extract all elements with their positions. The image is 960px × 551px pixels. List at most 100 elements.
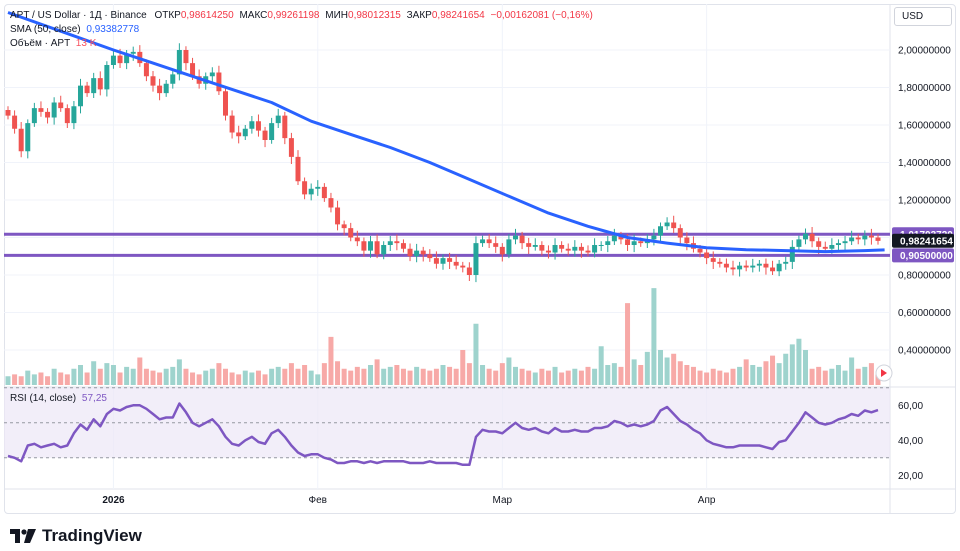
volume-bar [302,365,308,385]
candle-body [513,235,518,240]
volume-bar [282,368,288,385]
volume-tick-label: 0,60000000 [898,308,951,319]
volume-bar [631,359,637,385]
candle-body [499,246,505,255]
symbol-legend: APT / US Dollar · 1Д · Binance ОТКР0,986… [10,10,593,21]
symbol-name[interactable]: APT / US Dollar [10,10,81,21]
close-value: 0,98241654 [431,10,485,21]
volume-bar [91,361,97,385]
chart-frame[interactable] [4,4,956,514]
candle-body [163,83,169,94]
currency-button[interactable]: USD [894,7,952,26]
candle-body [368,241,373,251]
volume-bar [684,365,690,385]
volume-bar [97,368,103,385]
candle-body [315,186,321,189]
candle-body [598,245,604,246]
candle-body [223,91,228,116]
candle-body [78,85,83,107]
candle-body [526,243,532,247]
candle-body [130,51,136,54]
candle-body [717,261,723,264]
volume-bar [460,350,466,385]
candle-body [756,263,762,266]
candle-body [559,245,565,249]
volume-bar [572,368,578,385]
volume-bar [651,288,657,385]
interval-label[interactable]: 1Д [89,10,102,21]
candle-body [855,237,861,240]
candle-body [849,237,855,242]
candle-body [157,85,163,94]
volume-bar [183,368,189,385]
volume-bar [176,359,182,385]
candle-body [552,245,558,253]
volume-bar [341,368,347,385]
candle-body [776,263,782,272]
volume-bar [625,303,631,385]
volume-bar [737,366,743,385]
volume-bar [381,368,387,385]
candle-body [143,63,149,77]
volume-bar [51,368,57,385]
candle-body [862,235,868,240]
sma-label: SMA (50, close) [10,24,81,35]
candle-body [796,239,802,247]
volume-bar [5,376,11,385]
candle-body [58,102,64,109]
volume-bar [658,350,663,385]
candle-body [730,267,736,270]
volume-bar [717,370,723,385]
candle-body [605,241,611,245]
high-value: 0,99261198 [267,10,320,21]
price-tick-label: 2,00000000 [898,46,951,57]
candle-body [124,53,130,64]
candle-body [592,245,598,253]
brand-name: TradingView [42,526,142,545]
candle-body [684,237,690,244]
candle-body [262,130,268,140]
volume-legend[interactable]: Объём · APT 13 K [10,37,96,50]
volume-bar [315,374,321,385]
candle-body [341,224,347,229]
price-tick-label: 0,80000000 [898,271,951,282]
volume-bar [552,366,558,385]
candle-body [460,265,466,268]
volume-bar [368,365,373,385]
volume-bar [690,366,696,385]
tradingview-logo[interactable]: TradingView [10,526,142,546]
rsi-legend[interactable]: RSI (14, close) 57,25 [10,392,107,405]
candle-body [875,237,881,241]
price-axis-label-level [892,248,954,263]
close-label: ЗАКР [406,10,432,21]
volume-bar [31,374,37,385]
volume-bar [447,366,453,385]
candle-body [275,115,281,124]
volume-bar [453,368,459,385]
volume-bar [644,351,650,385]
volume-bar [618,366,624,385]
volume-bar [190,372,196,385]
volume-bar [328,336,334,385]
volume-bar [427,370,433,385]
volume-bar [170,366,176,385]
volume-bar [862,366,868,385]
candle-body [394,241,400,244]
candle-body [638,241,644,244]
volume-bar [255,370,261,385]
volume-bar [348,370,354,385]
candle-body [618,235,624,240]
volume-bar [269,368,275,385]
sma-legend[interactable]: SMA (50, close) 0,93382778 [10,23,139,36]
candle-body [335,207,341,225]
volume-bar [71,368,77,385]
volume-bar [756,366,762,385]
volume-bar [321,363,327,385]
candle-body [697,248,703,253]
price-tick-label: 1,80000000 [898,83,951,94]
volume-bar [565,370,571,385]
volume-bar [499,363,505,385]
volume-bar [150,370,156,385]
candle-body [31,108,37,124]
